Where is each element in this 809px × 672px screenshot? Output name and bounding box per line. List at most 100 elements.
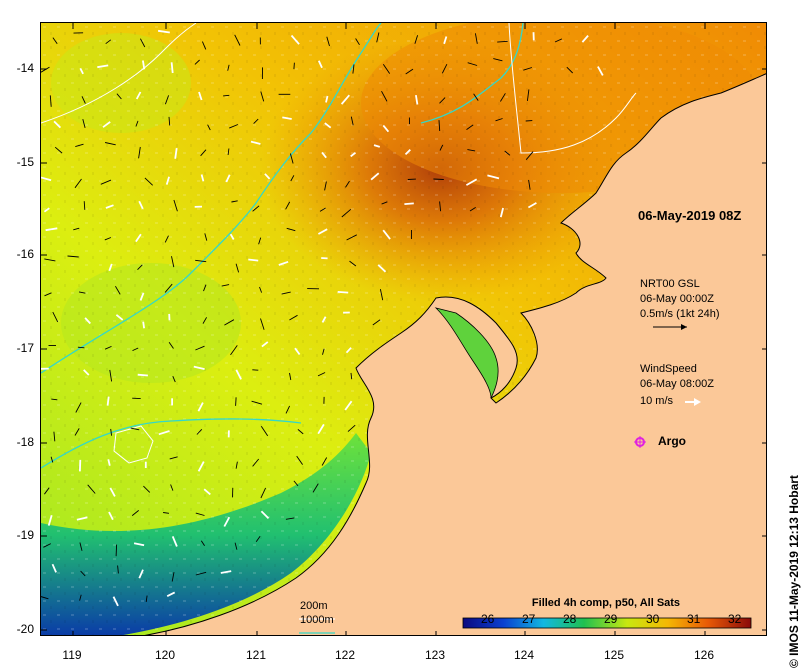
current-arrow <box>172 376 176 383</box>
current-arrow <box>168 341 174 349</box>
wind-arrow <box>41 176 52 182</box>
current-arrow <box>44 487 50 495</box>
current-arrow <box>349 260 357 267</box>
current-arrow <box>322 348 325 355</box>
current-arrow <box>51 398 58 401</box>
current-arrow <box>554 38 563 43</box>
current-arrow <box>235 461 238 469</box>
current-arrow <box>77 346 85 349</box>
current-arrow <box>53 431 56 442</box>
current-arrow <box>196 428 203 435</box>
current-arrow <box>473 93 479 101</box>
current-arrow <box>131 510 139 516</box>
current-arrow <box>289 372 292 381</box>
y-tick-label: -14 <box>16 61 34 75</box>
current-arrow <box>372 319 381 326</box>
current-arrow <box>105 39 112 45</box>
current-arrow <box>405 68 414 75</box>
current-arrow <box>83 201 86 210</box>
current-arrow <box>352 64 355 74</box>
current-arrow <box>439 97 446 104</box>
wind-arrow <box>264 173 271 180</box>
wind-arrow <box>53 120 62 129</box>
current-arrow <box>414 35 419 44</box>
current-arrow <box>132 347 139 352</box>
current-arrow <box>144 177 154 186</box>
current-arrow <box>105 142 116 146</box>
wind-arrow <box>344 400 353 411</box>
current-arrow <box>341 208 352 218</box>
contour-1000m-label: 1000m <box>300 614 334 626</box>
contour-1000m-east <box>420 23 524 124</box>
wind-arrow <box>112 596 119 607</box>
current-arrow <box>110 428 113 436</box>
wind-legend-line3: 10 m/s <box>640 395 674 407</box>
current-arrow <box>117 565 119 574</box>
current-arrow <box>347 424 356 432</box>
current-arrow <box>234 542 238 550</box>
y-tick-label: -17 <box>16 341 34 355</box>
wind-arrow <box>321 151 327 159</box>
sst-map[interactable]: 26 27 28 29 30 31 32 200m 1000m <box>40 22 767 636</box>
current-arrow <box>324 181 327 191</box>
contour-200m-east <box>508 23 637 154</box>
x-tick-label: 126 <box>693 648 715 662</box>
current-arrow <box>566 66 574 74</box>
current-arrow <box>87 484 96 494</box>
current-arrow <box>258 237 262 245</box>
wind-arrow <box>487 174 500 180</box>
current-arrow <box>500 93 506 102</box>
current-arrow <box>231 200 238 203</box>
current-arrow <box>260 426 269 437</box>
wind-arrow <box>97 64 109 69</box>
current-legend-line2: 06-May 00:00Z <box>640 293 714 305</box>
current-arrow <box>259 286 263 293</box>
current-arrow <box>200 540 205 547</box>
contour-1000m-south <box>41 418 302 469</box>
current-arrow <box>203 284 207 292</box>
wind-arrow <box>317 423 325 435</box>
current-arrow <box>441 63 448 74</box>
current-arrow <box>466 124 474 130</box>
x-tick-label: 124 <box>513 648 535 662</box>
x-tick-label: 122 <box>334 648 356 662</box>
current-arrow <box>80 570 86 577</box>
current-arrow <box>381 90 388 102</box>
y-tick-label: -20 <box>16 622 34 636</box>
current-arrow <box>439 144 444 151</box>
current-arrow <box>138 146 141 159</box>
current-arrow <box>252 205 260 212</box>
wind-arrow <box>220 570 232 574</box>
wind-arrow <box>404 202 414 205</box>
current-arrow <box>474 33 478 44</box>
date-label: 06-May-2019 08Z <box>638 208 742 223</box>
contour-200m-label: 200m <box>300 600 328 612</box>
wind-arrow <box>198 91 203 101</box>
x-tick-label: 119 <box>62 648 82 662</box>
wind-arrow <box>203 488 211 496</box>
current-arrow <box>171 572 175 582</box>
wind-arrow <box>278 260 289 266</box>
current-arrow <box>467 149 476 152</box>
current-arrow <box>145 595 148 602</box>
current-arrow <box>252 458 260 467</box>
current-arrow <box>350 372 353 380</box>
current-arrow <box>44 292 52 297</box>
current-arrow <box>164 235 169 243</box>
wind-arrow <box>158 430 170 436</box>
colorbar <box>462 617 752 629</box>
current-arrow <box>163 512 170 514</box>
current-arrow <box>289 153 294 164</box>
current-arrow <box>260 91 265 102</box>
current-arrow <box>234 34 241 46</box>
wind-arrow <box>138 200 144 210</box>
current-arrow <box>195 571 207 576</box>
wind-arrow <box>581 35 589 43</box>
wind-arrow <box>79 67 84 75</box>
current-arrow <box>224 319 235 326</box>
current-arrow <box>140 38 146 48</box>
current-arrow <box>52 311 59 323</box>
wind-arrow <box>43 207 50 213</box>
current-arrow <box>321 457 328 466</box>
y-tick-label: -16 <box>16 247 34 261</box>
